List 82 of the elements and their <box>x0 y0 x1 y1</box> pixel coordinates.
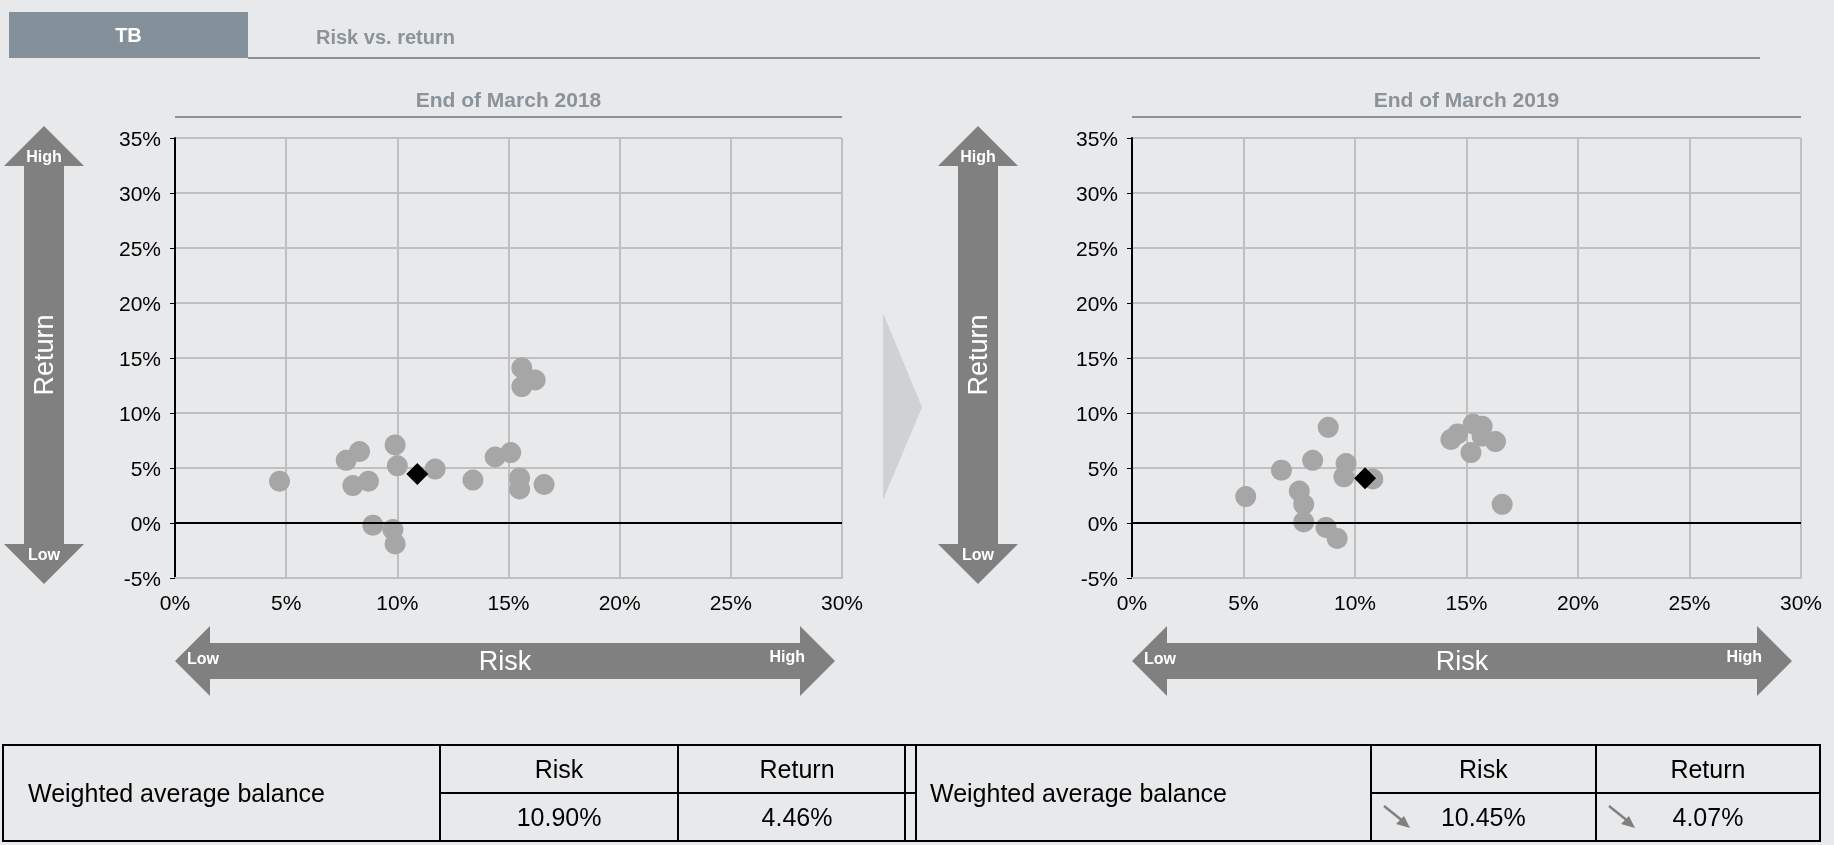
y-tick-label: 35% <box>1075 126 1118 150</box>
text: High <box>959 148 997 166</box>
point <box>1293 493 1315 515</box>
y-tick-label: 30% <box>118 181 161 205</box>
text: Low <box>187 650 219 668</box>
y-axis-title: Return <box>28 314 60 396</box>
text: Return <box>1670 754 1746 783</box>
text: 4.07% <box>1672 802 1744 831</box>
x-tick-label: 10% <box>376 591 419 614</box>
text: 10.45% <box>1440 802 1526 831</box>
x-tick-label: 5% <box>270 591 302 614</box>
x-tick-label: 20% <box>1556 591 1600 614</box>
point <box>1485 431 1506 453</box>
text: Risk vs. return <box>316 26 455 49</box>
point <box>384 434 406 456</box>
y-tick-label: 0% <box>130 511 161 535</box>
text: Risk <box>1459 754 1508 783</box>
y-tick-label: 15% <box>1075 346 1118 370</box>
x-tick-label: 0% <box>159 591 191 614</box>
y-axis-title: Return <box>962 314 994 396</box>
point <box>386 455 408 477</box>
text: Low <box>1144 650 1176 668</box>
text: High <box>25 148 63 166</box>
point <box>357 470 379 492</box>
text: Low <box>27 546 61 564</box>
y-tick-label: 25% <box>118 236 161 260</box>
x-tick-label: 20% <box>598 591 641 614</box>
y-tick-label: 5% <box>130 456 161 480</box>
point <box>500 442 522 464</box>
text: Weighted average balance <box>28 778 325 807</box>
x-tick-label: 15% <box>1445 591 1488 614</box>
text: TB <box>9 12 248 58</box>
chart-title: End of March 2018 <box>175 88 842 118</box>
y-tick-label: 30% <box>1075 181 1118 205</box>
text: Risk <box>534 754 584 783</box>
point <box>1317 416 1339 438</box>
x-tick-label: 15% <box>487 591 530 614</box>
text: High <box>769 648 805 666</box>
x-tick-label: 0% <box>1116 591 1148 614</box>
y-tick-label: 35% <box>118 126 161 150</box>
point <box>406 462 429 485</box>
y-tick-label: 25% <box>1075 236 1118 260</box>
x-tick-label: 25% <box>1668 591 1711 614</box>
y-tick-label: 20% <box>1075 291 1118 315</box>
point <box>269 470 290 492</box>
y-tick-label: -5% <box>1080 566 1118 590</box>
point <box>384 533 406 555</box>
point <box>1235 486 1257 508</box>
point <box>424 458 446 480</box>
point <box>1354 467 1377 490</box>
point <box>349 441 371 462</box>
point <box>1326 527 1348 549</box>
point <box>533 474 555 495</box>
y-tick-label: 20% <box>118 291 161 315</box>
x-axis-title: Risk <box>478 646 532 676</box>
text: Low <box>961 546 995 564</box>
y-tick-label: 10% <box>1075 401 1118 425</box>
point <box>1270 459 1292 481</box>
text: 10.90% <box>516 802 602 831</box>
y-tick-label: 0% <box>1087 511 1118 535</box>
text: Weighted average balance <box>930 778 1227 807</box>
point <box>1460 442 1482 464</box>
point <box>511 376 533 398</box>
text: Return <box>759 754 835 783</box>
y-tick-label: 15% <box>118 346 161 370</box>
chart-title: End of March 2019 <box>1132 88 1801 118</box>
x-tick-label: 25% <box>709 591 752 614</box>
x-tick-label: 10% <box>1333 591 1377 614</box>
point <box>1333 466 1355 488</box>
y-tick-label: 10% <box>118 401 161 425</box>
y-tick-label: 5% <box>1087 456 1118 480</box>
x-tick-label: 30% <box>1779 591 1823 614</box>
point <box>462 469 484 491</box>
x-tick-label: 30% <box>820 591 864 614</box>
point <box>1302 449 1324 471</box>
y-tick-label: -5% <box>123 566 161 590</box>
point <box>1447 423 1469 445</box>
text: 4.46% <box>761 802 833 831</box>
x-tick-label: 5% <box>1228 591 1259 614</box>
point <box>1491 493 1513 515</box>
text: High <box>1726 648 1762 666</box>
x-axis-title: Risk <box>1435 646 1489 676</box>
